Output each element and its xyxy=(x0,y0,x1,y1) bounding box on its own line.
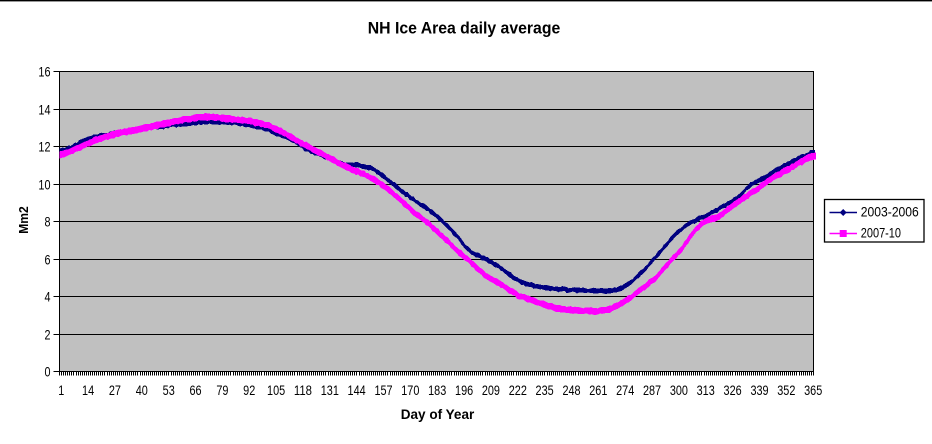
svg-text:339: 339 xyxy=(750,383,768,398)
svg-text:1: 1 xyxy=(58,383,64,398)
svg-text:222: 222 xyxy=(509,383,527,398)
svg-text:92: 92 xyxy=(243,383,255,398)
svg-text:4: 4 xyxy=(45,290,51,305)
svg-text:248: 248 xyxy=(562,383,580,398)
svg-text:261: 261 xyxy=(589,383,607,398)
svg-text:131: 131 xyxy=(321,383,339,398)
svg-text:Mm2: Mm2 xyxy=(16,206,31,234)
svg-text:274: 274 xyxy=(616,383,634,398)
svg-text:2007-10: 2007-10 xyxy=(861,225,902,240)
svg-text:157: 157 xyxy=(374,383,392,398)
svg-text:209: 209 xyxy=(482,383,500,398)
svg-text:6: 6 xyxy=(45,253,51,268)
svg-text:66: 66 xyxy=(189,383,201,398)
svg-text:365: 365 xyxy=(804,383,822,398)
svg-text:105: 105 xyxy=(267,383,285,398)
svg-text:352: 352 xyxy=(777,383,795,398)
svg-text:313: 313 xyxy=(697,383,715,398)
svg-text:287: 287 xyxy=(643,383,661,398)
svg-text:235: 235 xyxy=(536,383,554,398)
svg-text:53: 53 xyxy=(163,383,175,398)
svg-text:79: 79 xyxy=(216,383,228,398)
svg-text:2: 2 xyxy=(45,328,51,343)
svg-text:0: 0 xyxy=(45,365,51,380)
svg-text:326: 326 xyxy=(724,383,742,398)
svg-text:NH Ice Area daily average: NH Ice Area daily average xyxy=(368,20,561,38)
svg-text:10: 10 xyxy=(38,178,50,193)
svg-text:170: 170 xyxy=(401,383,419,398)
svg-text:27: 27 xyxy=(109,383,121,398)
svg-text:2003-2006: 2003-2006 xyxy=(861,204,919,219)
svg-text:12: 12 xyxy=(38,140,50,155)
svg-text:196: 196 xyxy=(455,383,473,398)
svg-text:8: 8 xyxy=(45,215,51,230)
svg-text:Day of Year: Day of Year xyxy=(401,407,475,422)
svg-text:300: 300 xyxy=(670,383,688,398)
svg-text:144: 144 xyxy=(348,383,366,398)
svg-text:118: 118 xyxy=(294,383,312,398)
svg-text:183: 183 xyxy=(428,383,446,398)
svg-text:16: 16 xyxy=(38,65,50,80)
svg-text:14: 14 xyxy=(82,383,94,398)
svg-text:40: 40 xyxy=(136,383,148,398)
svg-text:14: 14 xyxy=(38,103,50,118)
